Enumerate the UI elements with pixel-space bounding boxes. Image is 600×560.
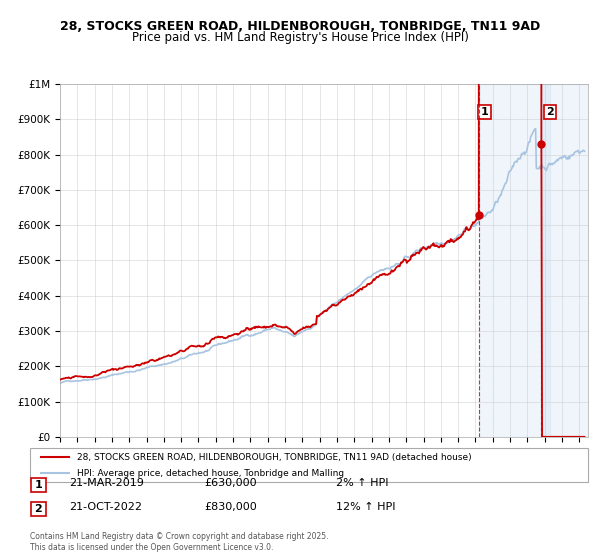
Text: 1: 1 <box>481 107 488 117</box>
Text: 2: 2 <box>546 107 554 117</box>
Text: Price paid vs. HM Land Registry's House Price Index (HPI): Price paid vs. HM Land Registry's House … <box>131 31 469 44</box>
Text: 12% ↑ HPI: 12% ↑ HPI <box>336 502 395 512</box>
FancyBboxPatch shape <box>31 502 46 516</box>
Text: Contains HM Land Registry data © Crown copyright and database right 2025.
This d: Contains HM Land Registry data © Crown c… <box>30 532 329 552</box>
Text: 28, STOCKS GREEN ROAD, HILDENBOROUGH, TONBRIDGE, TN11 9AD (detached house): 28, STOCKS GREEN ROAD, HILDENBOROUGH, TO… <box>77 453 472 462</box>
Bar <box>479 84 550 437</box>
Text: 2: 2 <box>35 504 42 514</box>
Text: 21-MAR-2019: 21-MAR-2019 <box>69 478 144 488</box>
Text: 28, STOCKS GREEN ROAD, HILDENBOROUGH, TONBRIDGE, TN11 9AD: 28, STOCKS GREEN ROAD, HILDENBOROUGH, TO… <box>60 20 540 32</box>
Text: HPI: Average price, detached house, Tonbridge and Malling: HPI: Average price, detached house, Tonb… <box>77 469 344 478</box>
Text: 1: 1 <box>35 480 42 490</box>
Text: £630,000: £630,000 <box>204 478 257 488</box>
FancyBboxPatch shape <box>31 478 46 492</box>
FancyBboxPatch shape <box>30 448 588 482</box>
Bar <box>541 84 588 437</box>
Text: £830,000: £830,000 <box>204 502 257 512</box>
Text: 2% ↑ HPI: 2% ↑ HPI <box>336 478 389 488</box>
Text: 21-OCT-2022: 21-OCT-2022 <box>69 502 142 512</box>
